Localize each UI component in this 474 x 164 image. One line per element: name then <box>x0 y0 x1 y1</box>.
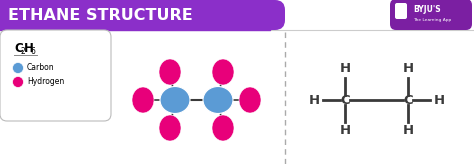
Text: H: H <box>402 62 413 75</box>
Text: H: H <box>433 93 445 106</box>
Ellipse shape <box>160 86 190 113</box>
Ellipse shape <box>159 59 181 85</box>
Ellipse shape <box>212 59 234 85</box>
Text: Carbon: Carbon <box>27 63 55 72</box>
Text: H: H <box>24 41 34 54</box>
Ellipse shape <box>212 115 234 141</box>
FancyBboxPatch shape <box>0 0 285 30</box>
Text: The Learning App: The Learning App <box>413 18 451 22</box>
Text: 2: 2 <box>20 47 25 56</box>
Text: C: C <box>403 93 413 106</box>
Text: C: C <box>14 41 23 54</box>
FancyBboxPatch shape <box>0 30 111 121</box>
Text: H: H <box>402 124 413 137</box>
Text: H: H <box>309 93 319 106</box>
Text: BYJU'S: BYJU'S <box>413 6 441 14</box>
Text: ETHANE STRUCTURE: ETHANE STRUCTURE <box>8 8 193 22</box>
FancyBboxPatch shape <box>390 0 472 30</box>
Circle shape <box>12 62 24 73</box>
Ellipse shape <box>132 87 154 113</box>
Ellipse shape <box>159 115 181 141</box>
Text: H: H <box>339 62 351 75</box>
Text: Hydrogen: Hydrogen <box>27 78 64 86</box>
Ellipse shape <box>239 87 261 113</box>
FancyBboxPatch shape <box>395 3 407 19</box>
Text: H: H <box>339 124 351 137</box>
Text: 6: 6 <box>30 47 36 56</box>
Text: C: C <box>340 93 350 106</box>
Circle shape <box>12 76 24 88</box>
Ellipse shape <box>203 86 233 113</box>
